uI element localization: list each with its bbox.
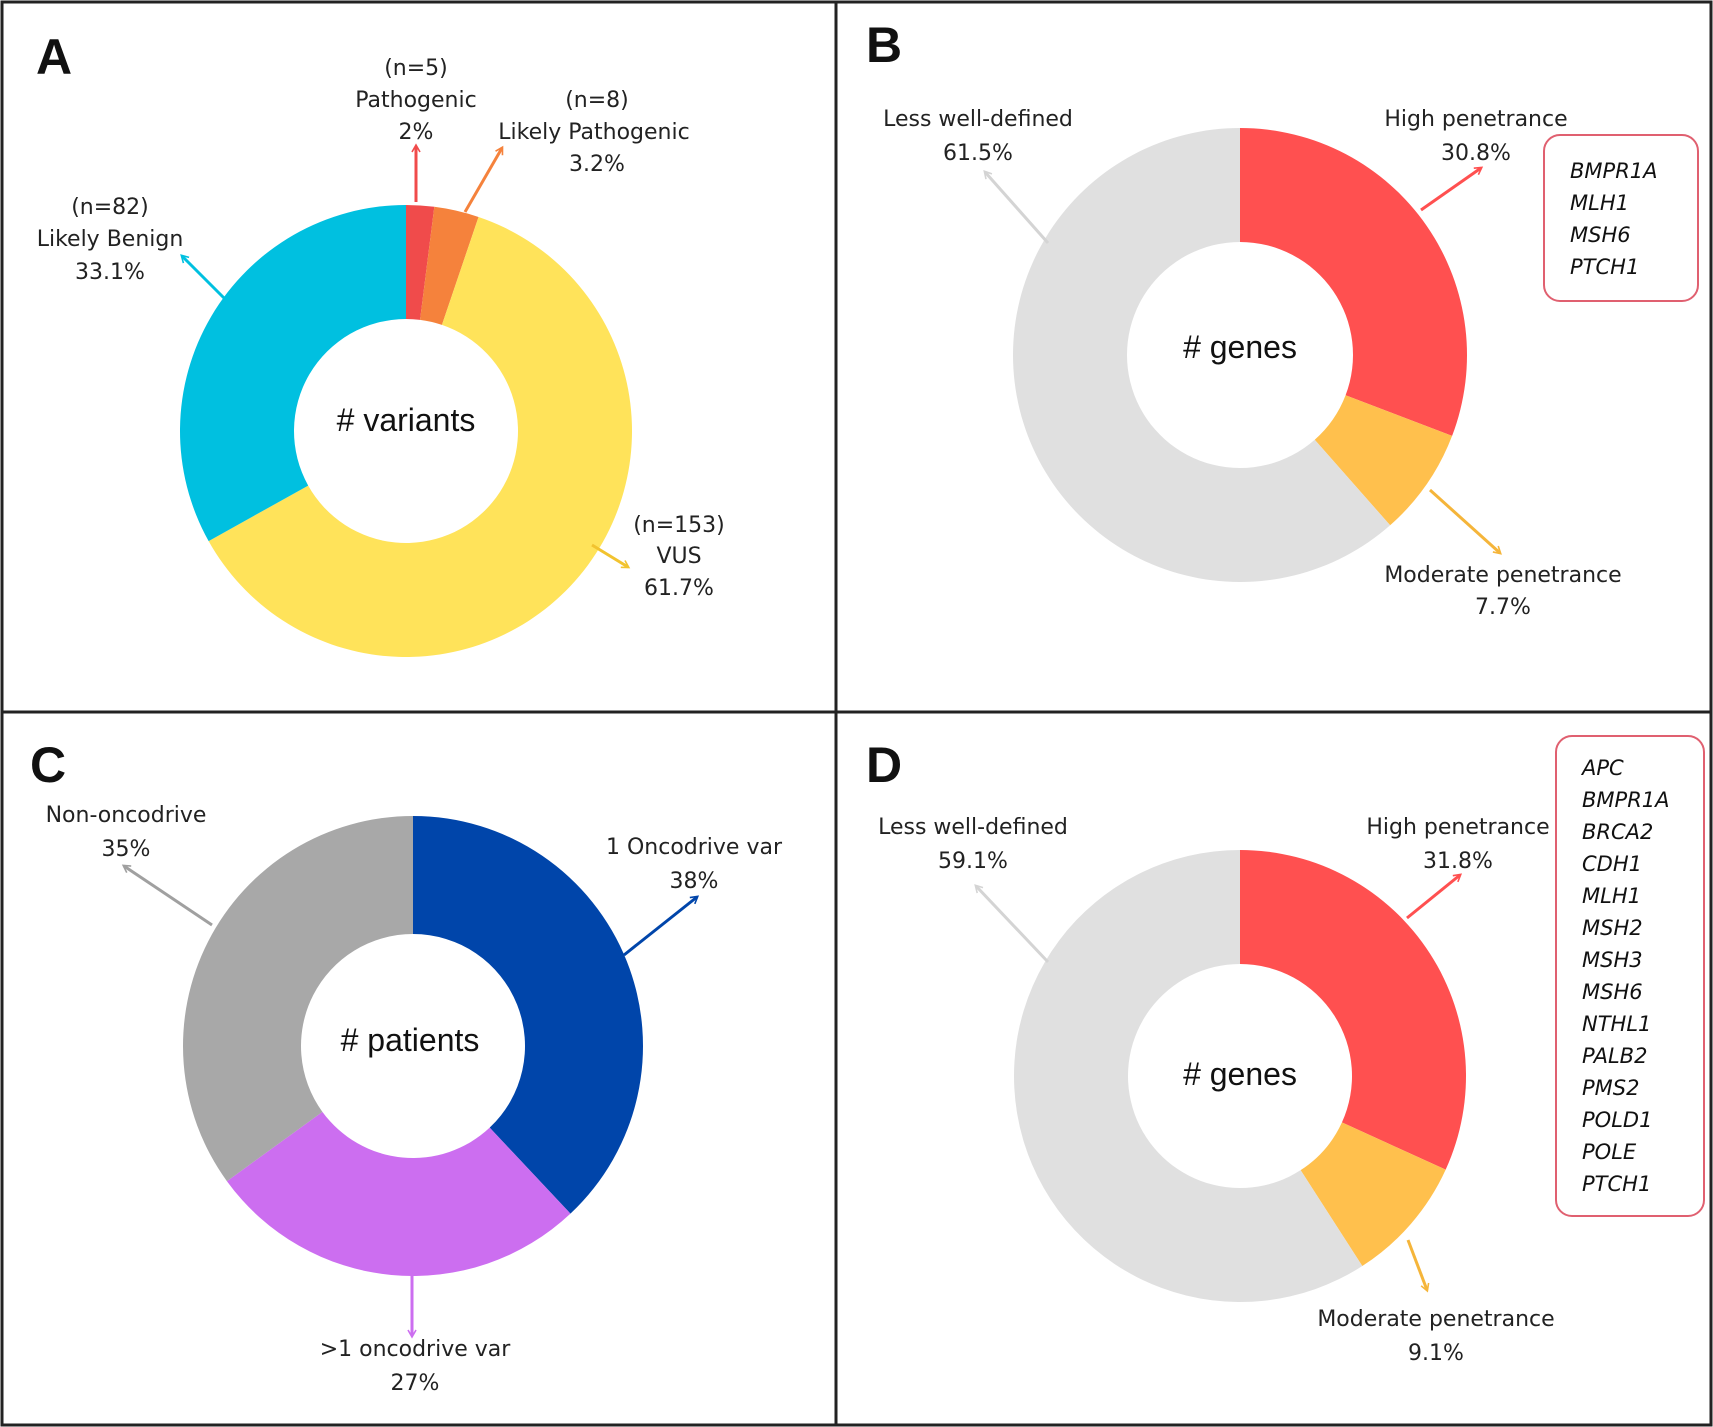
gene-cdh1: CDH1 xyxy=(1582,852,1642,876)
panel-d-donut xyxy=(1014,850,1467,1303)
panel-a-center-label: # variants xyxy=(337,402,476,438)
panel-d-letter: D xyxy=(866,737,902,793)
non-oncodrive-arrow xyxy=(121,864,213,927)
likely-pathogenic-n: (n=8) xyxy=(565,88,629,113)
likely-benign-label: Likely Benign xyxy=(37,227,184,252)
gene-brca2: BRCA2 xyxy=(1582,820,1653,844)
panel-b: B # genes Less well-defined 61.5% High p… xyxy=(866,17,1699,620)
slice-non-oncodrive-c xyxy=(182,816,413,1182)
gene-mlh1: MLH1 xyxy=(1582,884,1641,908)
panel-d: D # genes Less well-defined 59.1% High p… xyxy=(866,735,1705,1366)
less-well-defined-arrow-b xyxy=(983,170,1050,244)
gene-bmpr1a: BMPR1A xyxy=(1582,788,1670,812)
gene-pms2: PMS2 xyxy=(1582,1076,1639,1100)
non-oncodrive-percent: 35% xyxy=(102,837,151,862)
one-oncodrive-percent: 38% xyxy=(670,869,719,894)
slice-pathogenic-a xyxy=(406,205,435,320)
gene-ptch1: PTCH1 xyxy=(1570,255,1639,279)
likely-benign-percent: 33.1% xyxy=(75,260,145,285)
slice-1-oncodrive-var-c xyxy=(226,1111,571,1277)
non-oncodrive-label: Non-oncodrive xyxy=(46,803,207,828)
moderate-penetrance-arrow-b xyxy=(1428,488,1502,555)
panel-c-letter: C xyxy=(30,737,66,793)
gene-list-d: APC BMPR1A BRCA2 CDH1 MLH1 MSH2 MSH3 MSH6 NTHL1 P… xyxy=(1580,756,1670,1196)
likely-pathogenic-percent: 3.2% xyxy=(569,152,625,177)
slice-high-penetrance-b xyxy=(1240,128,1467,436)
gene-palb2: PALB2 xyxy=(1582,1044,1647,1068)
moderate-penetrance-label-b: Moderate penetrance xyxy=(1384,563,1621,588)
gene-msh6: MSH6 xyxy=(1582,980,1643,1004)
less-well-defined-label-d: Less well-defined xyxy=(878,815,1068,840)
panel-a-letter: A xyxy=(36,29,72,85)
likely-pathogenic-label: Likely Pathogenic xyxy=(498,120,689,145)
slice-moderate-penetrance-d xyxy=(1300,1122,1446,1267)
gene-msh6: MSH6 xyxy=(1570,223,1631,247)
slice-likely-pathogenic-a xyxy=(420,206,479,325)
high-penetrance-label-d: High penetrance xyxy=(1366,815,1549,840)
moderate-penetrance-label-d: Moderate penetrance xyxy=(1317,1307,1554,1332)
panel-b-letter: B xyxy=(866,17,902,73)
high-penetrance-arrow-d xyxy=(1406,873,1463,920)
moderate-penetrance-percent-b: 7.7% xyxy=(1475,595,1531,620)
less-well-defined-percent-d: 59.1% xyxy=(938,849,1008,874)
panel-b-center-label: # genes xyxy=(1183,329,1297,365)
high-penetrance-label-b: High penetrance xyxy=(1384,107,1567,132)
gene-apc: APC xyxy=(1580,756,1624,780)
gene-pole: POLE xyxy=(1582,1140,1637,1164)
gene-mlh1: MLH1 xyxy=(1570,191,1629,215)
one-oncodrive-label: 1 Oncodrive var xyxy=(606,835,783,860)
gene-pold1: POLD1 xyxy=(1582,1108,1652,1132)
slice-likely-benign-a xyxy=(179,205,406,542)
vus-arrow xyxy=(591,543,631,569)
slice-less-well-defined-b xyxy=(1013,128,1391,582)
multi-oncodrive-label: >1 oncodrive var xyxy=(320,1337,512,1362)
gene-box-d xyxy=(1555,735,1705,1217)
moderate-penetrance-arrow-d xyxy=(1406,1239,1430,1293)
vus-label: VUS xyxy=(656,544,701,569)
panel-a-donut xyxy=(179,205,632,657)
less-well-defined-arrow-d xyxy=(974,884,1050,964)
multi-oncodrive-percent: 27% xyxy=(391,1371,440,1396)
slice-high-penetrance-d xyxy=(1240,850,1467,1170)
gene-bmpr1a: BMPR1A xyxy=(1570,159,1658,183)
vus-percent: 61.7% xyxy=(644,576,714,601)
high-penetrance-percent-d: 31.8% xyxy=(1423,849,1493,874)
panel-c-center-label: # patients xyxy=(341,1022,480,1058)
high-penetrance-percent-b: 30.8% xyxy=(1441,141,1511,166)
panel-a: A # variants (n=5) Pathogenic 2% (n=8) L… xyxy=(36,29,725,657)
likely-pathogenic-arrow xyxy=(463,145,504,213)
pathogenic-percent: 2% xyxy=(399,120,434,145)
gene-list-b: BMPR1A MLH1 MSH6 PTCH1 xyxy=(1570,159,1658,279)
panel-c-donut xyxy=(182,816,644,1277)
high-penetrance-arrow-b xyxy=(1420,166,1484,212)
vus-n: (n=153) xyxy=(633,513,725,538)
likely-benign-n: (n=82) xyxy=(71,195,149,220)
gene-msh3: MSH3 xyxy=(1582,948,1643,972)
panel-d-center-label: # genes xyxy=(1183,1056,1297,1092)
panel-c: C # patients 1 Oncodrive var 38% >1 onco… xyxy=(30,737,783,1396)
slice-moderate-penetrance-b xyxy=(1314,395,1453,526)
one-oncodrive-arrow xyxy=(623,895,700,957)
gene-nthl1: NTHL1 xyxy=(1582,1012,1651,1036)
pathogenic-n: (n=5) xyxy=(384,56,448,81)
slice-1-oncodrive-var-c xyxy=(413,816,644,1214)
gene-msh2: MSH2 xyxy=(1582,916,1643,940)
slice-vus-a xyxy=(208,216,632,657)
gene-ptch1: PTCH1 xyxy=(1582,1172,1651,1196)
pathogenic-label: Pathogenic xyxy=(355,88,476,113)
moderate-penetrance-percent-d: 9.1% xyxy=(1408,1341,1464,1366)
less-well-defined-percent-b: 61.5% xyxy=(943,141,1013,166)
gene-box-b xyxy=(1543,134,1699,302)
panel-b-donut xyxy=(1013,128,1467,582)
less-well-defined-label-b: Less well-defined xyxy=(883,107,1073,132)
likely-benign-arrow xyxy=(180,254,226,300)
slice-less-well-defined-d xyxy=(1014,850,1363,1303)
